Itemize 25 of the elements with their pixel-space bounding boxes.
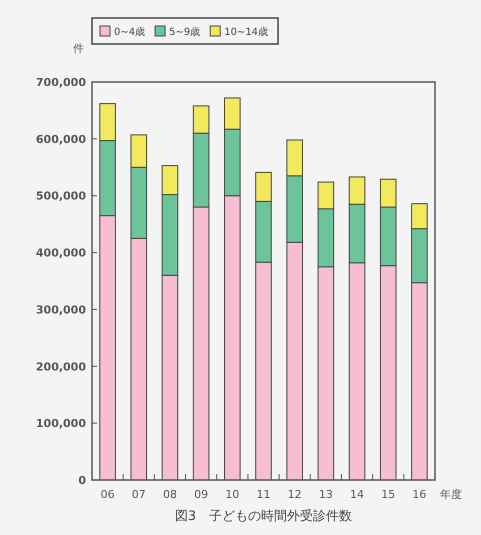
x-tick-label: 10 [225,488,240,501]
x-tick-label: 12 [288,488,302,501]
text: 図3 子どもの時間外受診件数 [174,509,352,524]
legend-label: 0~4歳 [114,26,146,38]
x-axis-title: 年度 [440,488,462,501]
x-tick-label: 15 [381,488,396,501]
y-tick-label: 700,000 [36,76,86,89]
y-tick-label: 0 [78,474,86,487]
x-tick-label: 07 [132,488,146,501]
y-tick-label: 400,000 [36,246,86,260]
x-tick-label: 11 [256,488,270,501]
x-tick-label: 14 [350,488,364,501]
legend-label: 5~9歳 [169,26,200,38]
y-axis-title: 件 [73,42,84,55]
y-tick-label: 200,000 [36,360,86,374]
legend-label: 10~14歳 [224,26,268,38]
x-tick-label: 09 [194,488,208,501]
y-tick-label: 600,000 [36,132,86,146]
y-tick-label: 300,000 [36,303,86,316]
y-tick-label: 100,000 [36,417,86,430]
x-tick-label: 16 [412,488,426,501]
y-tick-label: 500,000 [36,190,86,203]
x-tick-label: 08 [162,488,177,501]
x-tick-label: 13 [318,488,333,501]
x-tick-label: 06 [100,488,115,501]
